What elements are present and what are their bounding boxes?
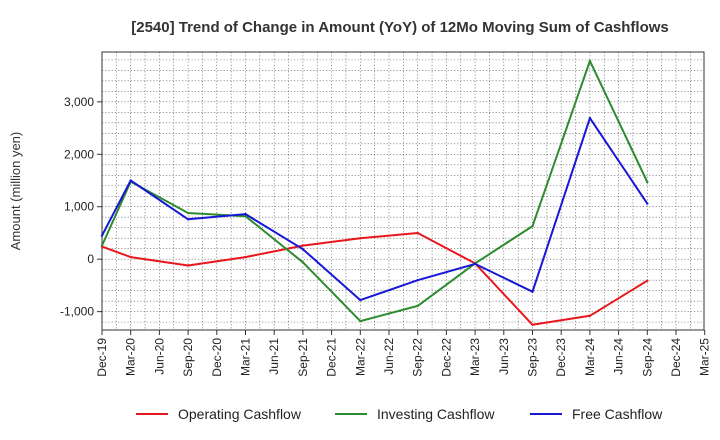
data-point-investing-cashflow	[646, 180, 649, 184]
x-tick-label: Sep-24	[640, 338, 654, 377]
data-point-investing-cashflow	[186, 211, 190, 215]
y-tick-label: 3,000	[64, 95, 94, 109]
x-tick-label: Sep-20	[181, 338, 195, 377]
x-tick-label: Jun-21	[267, 338, 281, 375]
legend-label: Free Cashflow	[572, 406, 663, 422]
data-point-free-cashflow	[473, 262, 477, 266]
data-point-operating-cashflow	[301, 244, 305, 247]
grid	[102, 52, 704, 330]
data-point-operating-cashflow	[531, 323, 534, 326]
data-point-investing-cashflow	[301, 261, 305, 264]
data-point-investing-cashflow	[588, 59, 592, 63]
y-axis-label: Amount (million yen)	[8, 132, 23, 251]
data-point-investing-cashflow	[416, 304, 419, 308]
x-tick-label: Mar-23	[468, 338, 482, 376]
data-point-operating-cashflow	[416, 231, 419, 235]
data-point-free-cashflow	[646, 202, 649, 205]
legend-label: Investing Cashflow	[377, 406, 495, 422]
series-line-operating-cashflow	[101, 232, 648, 326]
x-tick-label: Dec-21	[325, 338, 339, 377]
y-tick-label: 2,000	[64, 147, 94, 161]
data-point-operating-cashflow	[244, 255, 247, 259]
y-tick-label: -1,000	[60, 305, 94, 319]
data-point-investing-cashflow	[100, 244, 104, 247]
x-tick-label: Dec-22	[439, 338, 453, 377]
data-point-operating-cashflow	[588, 314, 592, 318]
data-point-investing-cashflow	[531, 224, 534, 228]
x-tick-label: Mar-21	[239, 338, 253, 376]
data-point-operating-cashflow	[129, 255, 132, 259]
x-tick-label: Sep-21	[296, 338, 310, 377]
x-tick-label: Mar-25	[698, 338, 712, 376]
data-point-free-cashflow	[129, 179, 132, 182]
data-point-free-cashflow	[531, 290, 534, 293]
chart-title: [2540] Trend of Change in Amount (YoY) o…	[131, 19, 669, 36]
x-tick-label: Mar-22	[353, 338, 367, 376]
x-tick-label: Dec-20	[210, 338, 224, 377]
legend: Operating Cashflow Investing Cashflow Free…	[136, 406, 663, 422]
x-tick-label: Mar-20	[124, 338, 138, 376]
data-point-operating-cashflow	[646, 279, 649, 282]
x-tick-label: Dec-19	[95, 338, 109, 377]
series-lines	[100, 59, 649, 326]
x-tick-label: Mar-24	[583, 338, 597, 376]
data-point-free-cashflow	[100, 234, 104, 237]
data-point-free-cashflow	[588, 116, 592, 120]
data-point-operating-cashflow	[359, 237, 362, 240]
x-tick-label: Jun-24	[612, 338, 626, 375]
x-tick-label: Jun-22	[382, 338, 396, 375]
data-point-free-cashflow	[359, 298, 362, 302]
x-tick-label: Jun-20	[152, 338, 166, 375]
data-point-free-cashflow	[244, 212, 247, 216]
plot-area	[101, 51, 705, 331]
x-tick-label: Sep-22	[411, 338, 425, 377]
legend-item-investing-cashflow: Investing Cashflow	[335, 406, 495, 422]
legend-item-free-cashflow: Free Cashflow	[530, 406, 663, 422]
x-tick-label: Sep-23	[526, 338, 540, 377]
y-axis: -1,000 0 1,000 2,000 3,000	[60, 95, 102, 319]
x-axis: Dec-19 Mar-20 Jun-20 Sep-20 Dec-20 Mar-21 Jun-…	[95, 330, 712, 377]
legend-item-operating-cashflow: Operating Cashflow	[136, 406, 302, 422]
x-tick-label: Dec-23	[554, 338, 568, 377]
data-point-free-cashflow	[416, 278, 419, 282]
data-point-free-cashflow	[186, 218, 190, 221]
y-tick-label: 1,000	[64, 200, 94, 214]
data-point-free-cashflow	[301, 248, 305, 251]
x-tick-label: Dec-24	[669, 338, 683, 377]
y-tick-label: 0	[87, 252, 94, 266]
x-tick-label: Jun-23	[497, 338, 511, 375]
data-point-investing-cashflow	[359, 319, 362, 323]
data-point-operating-cashflow	[186, 264, 190, 267]
legend-label: Operating Cashflow	[178, 406, 302, 422]
